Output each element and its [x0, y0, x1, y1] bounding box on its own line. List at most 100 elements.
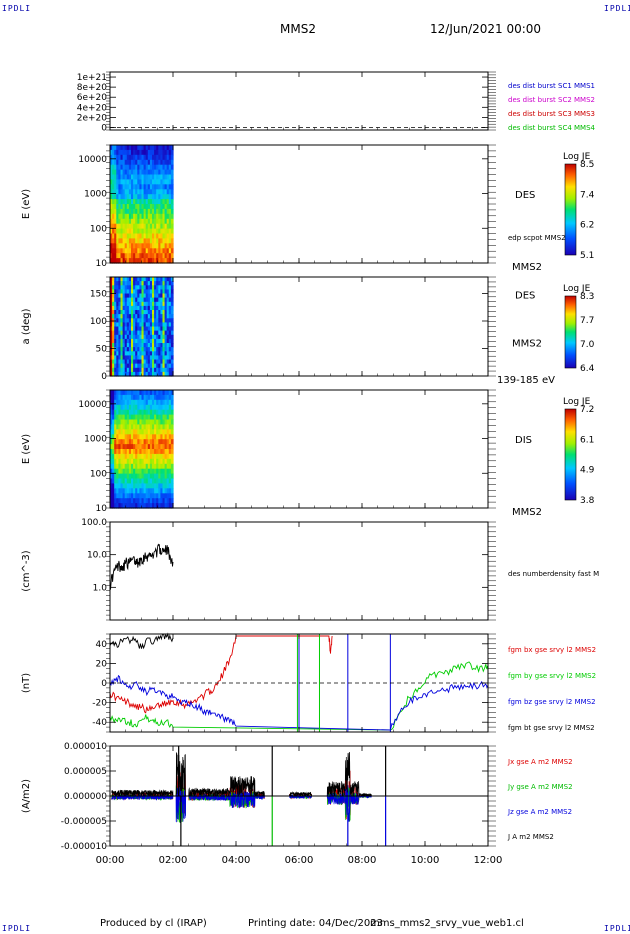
heatmap-cell	[120, 483, 124, 489]
heatmap-cell	[139, 281, 143, 286]
heatmap-cell	[110, 277, 113, 282]
heatmap-cell	[128, 394, 132, 401]
heatmap-cell	[158, 174, 161, 180]
heatmap-cell	[145, 473, 149, 480]
heatmap-cell	[128, 503, 132, 509]
heatmap-cell	[126, 199, 130, 205]
heatmap-cell	[147, 371, 151, 377]
heatmap-cell	[137, 204, 140, 210]
heatmap-cell	[122, 258, 126, 264]
heatmap-cell	[162, 179, 166, 185]
heatmap-cell	[149, 223, 153, 230]
heatmap-cell	[110, 189, 113, 195]
heatmap-cell	[152, 419, 155, 425]
heatmap-cell	[131, 223, 134, 230]
heatmap-cell	[122, 449, 126, 455]
heatmap-cell	[164, 145, 168, 151]
heatmap-cell	[126, 145, 130, 151]
heatmap-cell	[141, 199, 145, 205]
heatmap-cell	[170, 305, 174, 311]
heatmap-cell	[122, 314, 126, 319]
heatmap-cell	[128, 473, 132, 480]
heatmap-cell	[131, 154, 134, 161]
heatmap-cell	[154, 238, 157, 244]
heatmap-cell	[143, 154, 147, 161]
heatmap-cell	[156, 179, 159, 185]
heatmap-cell	[131, 301, 134, 307]
heatmap-cell	[131, 159, 134, 166]
heatmap-cell	[137, 159, 140, 166]
heatmap-cell	[156, 305, 159, 311]
heatmap-cell	[158, 233, 161, 239]
heatmap-cell	[126, 483, 130, 489]
heatmap-cell	[131, 184, 134, 190]
heatmap-cell	[168, 149, 172, 156]
heatmap-cell	[122, 414, 126, 421]
heatmap-cell	[116, 439, 119, 445]
heatmap-cell	[147, 429, 151, 435]
heatmap-cell	[143, 179, 147, 185]
heatmap-cell	[154, 228, 157, 235]
heatmap-cell	[128, 326, 132, 332]
heatmap-cell	[120, 189, 124, 195]
heatmap-cell	[168, 154, 172, 161]
heatmap-cell	[128, 363, 132, 369]
heatmap-cell	[141, 174, 145, 180]
heatmap-cell	[166, 243, 170, 249]
heatmap-cell	[124, 449, 128, 455]
heatmap-cell	[149, 258, 153, 264]
heatmap-cell	[124, 305, 128, 311]
heatmap-cell	[114, 243, 117, 249]
heatmap-cell	[149, 429, 153, 435]
heatmap-cell	[170, 449, 174, 455]
heatmap-cell	[122, 297, 126, 303]
heatmap-cell	[158, 285, 161, 290]
heatmap-cell	[139, 493, 143, 499]
heatmap-cell	[145, 184, 149, 190]
heatmap-cell	[114, 343, 117, 348]
heatmap-cell	[116, 301, 119, 307]
heatmap-cell	[137, 355, 140, 361]
heatmap-cell	[128, 371, 132, 377]
heatmap-cell	[164, 238, 168, 244]
heatmap-cell	[170, 343, 174, 348]
heatmap-cell	[164, 347, 168, 352]
heatmap-cell	[120, 297, 124, 303]
heatmap-cell	[168, 390, 172, 396]
heatmap-cell	[141, 184, 145, 190]
heatmap-cell	[166, 322, 170, 328]
heatmap-cell	[160, 326, 164, 332]
heatmap-cell	[156, 390, 159, 396]
heatmap-cell	[162, 330, 166, 336]
heatmap-cell	[131, 253, 134, 259]
heatmap-cell	[170, 149, 174, 156]
legend-entry: des dist burst SC1 MMS1	[508, 82, 595, 90]
heatmap-cell	[124, 301, 128, 307]
heatmap-cell	[118, 277, 122, 282]
heatmap-cell	[112, 301, 115, 307]
heatmap-cell	[154, 434, 157, 440]
heatmap-cell	[156, 238, 159, 244]
heatmap-cell	[158, 248, 161, 254]
heatmap-cell	[166, 493, 170, 499]
heatmap-cell	[137, 318, 140, 323]
heatmap-cell	[137, 468, 140, 475]
heatmap-cell	[164, 258, 168, 264]
heatmap-cell	[122, 330, 126, 336]
panel2-bottom-label: MMS2	[512, 262, 542, 273]
heatmap-cell	[160, 409, 164, 416]
heatmap-cell	[122, 458, 126, 465]
corner-label-top-left: IPDLI	[2, 4, 32, 13]
heatmap-cell	[131, 305, 134, 311]
heatmap-cell	[152, 473, 155, 480]
heatmap-cell	[139, 253, 143, 259]
heatmap-cell	[128, 179, 132, 185]
heatmap-cell	[139, 169, 143, 176]
heatmap-cell	[135, 310, 138, 315]
heatmap-cell	[112, 243, 115, 249]
heatmap-cell	[135, 258, 138, 264]
heatmap-cell	[149, 199, 153, 205]
heatmap-cell	[168, 248, 172, 254]
heatmap-cell	[154, 468, 157, 475]
